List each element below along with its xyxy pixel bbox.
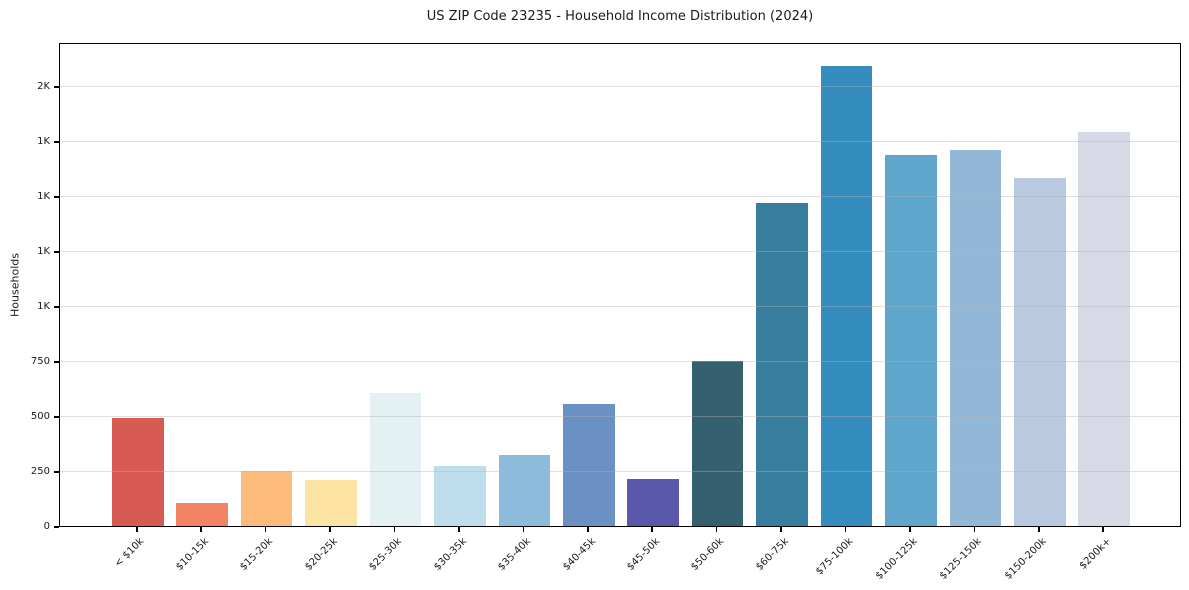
x-tick-mark-$25-30k — [393, 527, 396, 532]
gridline-1000 — [60, 305, 1180, 307]
x-tick-label-$125-150k: $125-150k — [938, 536, 985, 582]
x-tick-label-$25-30k: $25-30k — [367, 536, 405, 573]
x-tick-mark-$150-200k — [1038, 527, 1040, 532]
y-tick-label-750: 750 — [30, 356, 50, 367]
gridline-500 — [60, 415, 1180, 417]
y-tick-mark-1750 — [54, 141, 59, 143]
x-tick-label-$60-75k: $60-75k — [753, 536, 791, 573]
gridline-1250 — [60, 250, 1180, 252]
x-tick-label-$15-20k: $15-20k — [238, 536, 276, 573]
bar-$75-100k — [820, 66, 873, 526]
chart-title: US ZIP Code 23235 - Household Income Dis… — [426, 9, 814, 24]
x-tick-mark-$125-150k — [973, 527, 976, 532]
y-tick-mark-2000 — [54, 86, 59, 88]
bar-$100-125k — [885, 155, 937, 526]
x-tick-label-$40-45k: $40-45k — [560, 536, 598, 573]
gridline-1500 — [60, 195, 1180, 197]
x-tick-label-< $10k: < $10k — [113, 536, 147, 570]
y-tick-mark-1000 — [54, 306, 59, 308]
x-tick-mark-$20-25k — [329, 527, 331, 532]
y-tick-label-500: 500 — [30, 411, 50, 422]
x-tick-label-$200k+: $200k+ — [1077, 536, 1114, 572]
bar-$30-35k — [434, 465, 486, 526]
y-tick-label-1250: 1K — [37, 246, 50, 257]
x-tick-mark-$100-125k — [909, 527, 911, 532]
y-tick-mark-250 — [54, 471, 59, 473]
x-tick-label-$20-25k: $20-25k — [302, 536, 340, 573]
bar-$60-75k — [756, 202, 808, 526]
y-tick-label-1500: 1K — [37, 191, 50, 202]
y-tick-label-1750: 1K — [37, 136, 50, 147]
x-tick-label-$50-60k: $50-60k — [689, 536, 727, 573]
x-tick-mark-$75-100k — [844, 527, 847, 532]
gridline-2000 — [60, 85, 1180, 87]
y-tick-mark-750 — [54, 361, 59, 363]
y-tick-mark-1500 — [54, 196, 59, 198]
x-tick-mark-< $10k — [136, 527, 138, 532]
bar-$10-15k — [176, 502, 228, 526]
bar-$50-60k — [691, 361, 744, 526]
x-tick-mark-$50-60k — [715, 527, 718, 532]
x-tick-mark-$35-40k — [522, 527, 525, 532]
bar-$45-50k — [627, 478, 679, 526]
bar-$20-25k — [305, 479, 357, 526]
x-tick-mark-$200k+ — [1102, 527, 1104, 532]
bar-$25-30k — [369, 392, 422, 526]
bar-$200k+ — [1078, 132, 1130, 526]
x-tick-label-$30-35k: $30-35k — [431, 536, 469, 573]
gridline-250 — [60, 470, 1180, 472]
bar-< $10k — [111, 418, 164, 526]
x-tick-label-$75-100k: $75-100k — [813, 536, 856, 578]
x-tick-mark-$10-15k — [200, 527, 202, 532]
y-tick-mark-0 — [54, 526, 59, 528]
y-tick-mark-500 — [54, 416, 59, 418]
gridline-1750 — [60, 140, 1180, 142]
x-tick-mark-$40-45k — [587, 527, 589, 532]
plot-area — [59, 43, 1181, 527]
y-tick-label-1000: 1K — [37, 301, 50, 312]
x-tick-mark-$45-50k — [651, 527, 653, 532]
x-tick-label-$100-125k: $100-125k — [873, 536, 920, 582]
x-tick-label-$150-200k: $150-200k — [1002, 536, 1049, 582]
x-tick-mark-$30-35k — [458, 527, 460, 532]
bar-$15-20k — [240, 471, 293, 526]
y-tick-label-2000: 2K — [37, 81, 50, 92]
x-tick-mark-$15-20k — [264, 527, 267, 532]
y-tick-label-0: 0 — [43, 521, 50, 532]
bar-$150-200k — [1014, 178, 1066, 526]
y-tick-label-250: 250 — [30, 466, 50, 477]
bar-$35-40k — [498, 454, 551, 526]
bar-$40-45k — [563, 403, 615, 526]
y-tick-mark-1250 — [54, 251, 59, 253]
bar-$125-150k — [949, 149, 1002, 526]
x-tick-label-$10-15k: $10-15k — [174, 536, 211, 573]
x-tick-mark-$60-75k — [780, 527, 782, 532]
gridline-750 — [60, 360, 1180, 362]
x-tick-label-$35-40k: $35-40k — [496, 536, 534, 573]
x-tick-label-$45-50k: $45-50k — [625, 536, 662, 573]
